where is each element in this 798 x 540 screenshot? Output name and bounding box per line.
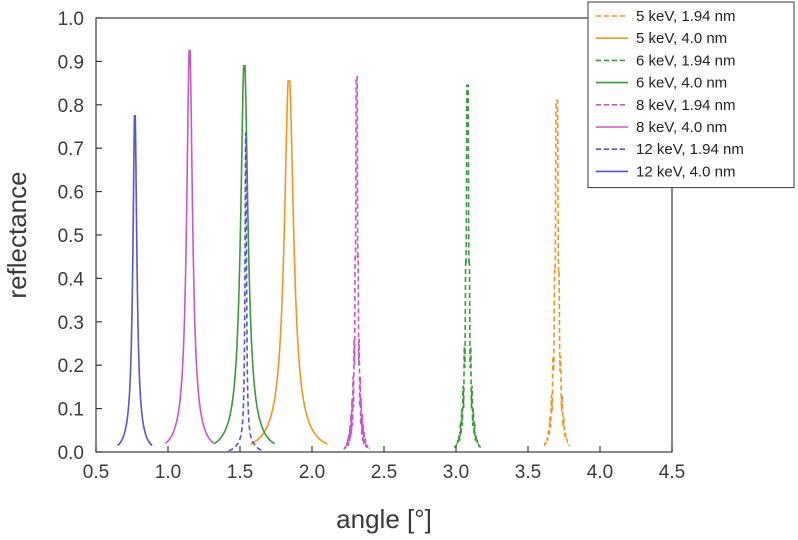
legend-box: [587, 1, 795, 189]
x-tick-label: 1.0: [155, 462, 181, 483]
curves-layer: [117, 49, 571, 452]
y-tick-label: 1.0: [58, 9, 84, 30]
x-tick-label: 1.5: [227, 462, 253, 483]
y-tick-label: 0.1: [58, 400, 84, 421]
series-curve-4: [213, 64, 276, 445]
series-curve-5: [343, 75, 371, 450]
series-curve-7: [228, 132, 264, 452]
series-curve-2: [250, 80, 328, 445]
legend-label: 6 keV, 1.94 nm: [636, 52, 736, 69]
y-tick-label: 0.4: [58, 269, 85, 290]
x-tick-label: 2.0: [299, 462, 325, 483]
series-curve-8: [117, 114, 153, 447]
plot-frame: [95, 17, 673, 453]
x-tick-label: 4.5: [659, 462, 685, 483]
series-curve-1: [543, 99, 571, 447]
y-tick-label: 0.5: [58, 226, 84, 247]
y-tick-label: 0.7: [58, 139, 84, 160]
y-tick-label: 0.9: [58, 52, 84, 73]
y-axis-title: reflectance: [2, 171, 32, 298]
series-curve-3: [453, 84, 482, 449]
y-tick-label: 0.6: [58, 183, 84, 204]
legend-label: 12 keV, 4.0 nm: [636, 163, 736, 180]
y-tick-label: 0.8: [58, 96, 84, 117]
x-tick-label: 2.5: [371, 462, 397, 483]
y-tick-label: 0.3: [58, 313, 84, 334]
y-axis-ticks: 0.0 0.1 0.2 0.3 0.4 0.5 0.6 0.7 0.8 0.9 1.0: [58, 9, 102, 464]
legend-label: 12 keV, 1.94 nm: [636, 141, 744, 158]
x-tick-label: 0.5: [83, 462, 109, 483]
legend: 5 keV, 1.94 nm 5 keV, 4.0 nm 6 keV, 1.94 n…: [587, 1, 795, 189]
x-axis-title: angle [°]: [336, 504, 432, 534]
x-axis-ticks: 0.5 1.0 1.5 2.0 2.5 3.0 3.5 4.0 4.5: [83, 446, 685, 483]
series-curve-6: [164, 49, 215, 445]
legend-label: 8 keV, 4.0 nm: [636, 119, 727, 136]
legend-label: 5 keV, 4.0 nm: [636, 30, 727, 47]
x-tick-label: 3.0: [443, 462, 469, 483]
x-tick-label: 4.0: [587, 462, 613, 483]
legend-label: 8 keV, 1.94 nm: [636, 97, 736, 114]
legend-label: 6 keV, 4.0 nm: [636, 75, 727, 92]
legend-label: 5 keV, 1.94 nm: [636, 8, 736, 25]
y-tick-label: 0.2: [58, 356, 84, 377]
y-tick-label: 0.0: [58, 443, 84, 464]
x-tick-label: 3.5: [515, 462, 541, 483]
